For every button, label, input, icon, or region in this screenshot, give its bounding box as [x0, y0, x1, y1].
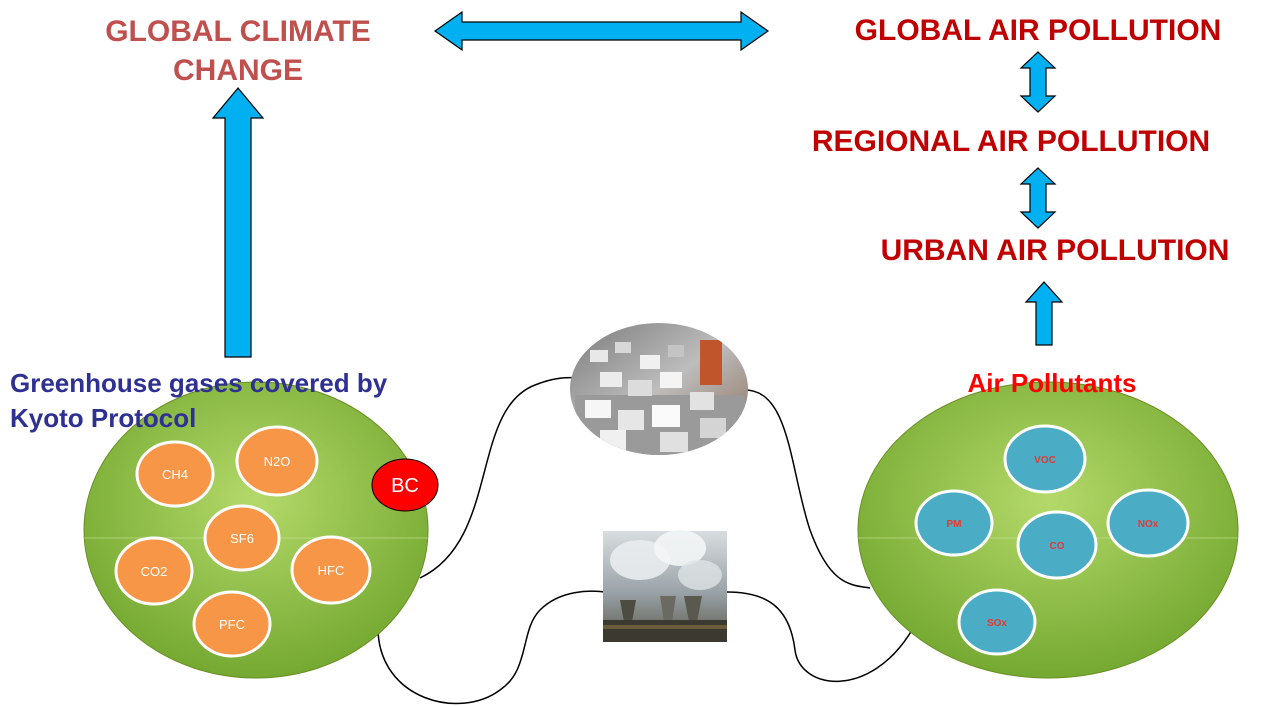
- gas-co2: CO2: [114, 536, 194, 606]
- gas-hfc: HFC: [290, 535, 372, 605]
- arrow-up-urban: [1024, 281, 1064, 346]
- bc-circle: BC: [371, 458, 439, 512]
- greenhouse-gases-label: Greenhouse gases covered by: [10, 368, 388, 398]
- global-climate-change-title-line2: CHANGE: [173, 54, 303, 87]
- pollutant-co: CO: [1016, 510, 1098, 580]
- global-air-pollution-title: GLOBAL AIR POLLUTION: [855, 14, 1222, 47]
- svg-text:NOx: NOx: [1138, 519, 1159, 530]
- greenhouse-gases-label-line2: Kyoto Protocol: [10, 403, 196, 433]
- gas-sf6: SF6: [203, 504, 281, 572]
- power-plant-photo: [603, 530, 727, 642]
- svg-text:PFC: PFC: [219, 617, 245, 632]
- traffic-photo: [570, 323, 748, 455]
- arrow-up-greenhouse: [211, 87, 265, 358]
- svg-text:CO: CO: [1050, 541, 1065, 552]
- double-arrow-global-regional: [1019, 51, 1057, 113]
- svg-text:BC: BC: [391, 475, 419, 497]
- connector-curve-bottom-right: [726, 591, 913, 682]
- double-arrow-regional-urban: [1019, 167, 1057, 229]
- double-arrow-horizontal: [433, 10, 770, 52]
- connector-curve-top: [419, 376, 581, 579]
- gas-ch4: CH4: [135, 440, 215, 508]
- urban-air-pollution-title: URBAN AIR POLLUTION: [881, 234, 1230, 267]
- air-pollutants-label: Air Pollutants: [967, 368, 1136, 398]
- connector-curve-bottom-left: [377, 590, 606, 705]
- pollutant-nox: NOx: [1106, 488, 1190, 558]
- gas-n2o: N2O: [235, 425, 319, 497]
- pollutant-sox: SOx: [957, 588, 1037, 656]
- svg-text:HFC: HFC: [318, 563, 345, 578]
- connector-curve-top-right: [744, 389, 871, 589]
- gas-pfc: PFC: [192, 590, 272, 658]
- svg-text:N2O: N2O: [264, 454, 291, 469]
- global-climate-change-title: GLOBAL CLIMATE: [105, 15, 371, 48]
- svg-text:VOC: VOC: [1034, 455, 1056, 466]
- svg-text:SOx: SOx: [987, 618, 1007, 629]
- svg-text:CH4: CH4: [162, 467, 188, 482]
- svg-text:SF6: SF6: [230, 531, 254, 546]
- svg-text:CO2: CO2: [141, 564, 168, 579]
- pollutant-voc: VOC: [1003, 424, 1087, 494]
- svg-text:PM: PM: [947, 519, 962, 530]
- regional-air-pollution-title: REGIONAL AIR POLLUTION: [812, 125, 1210, 158]
- pollutant-pm: PM: [914, 489, 994, 557]
